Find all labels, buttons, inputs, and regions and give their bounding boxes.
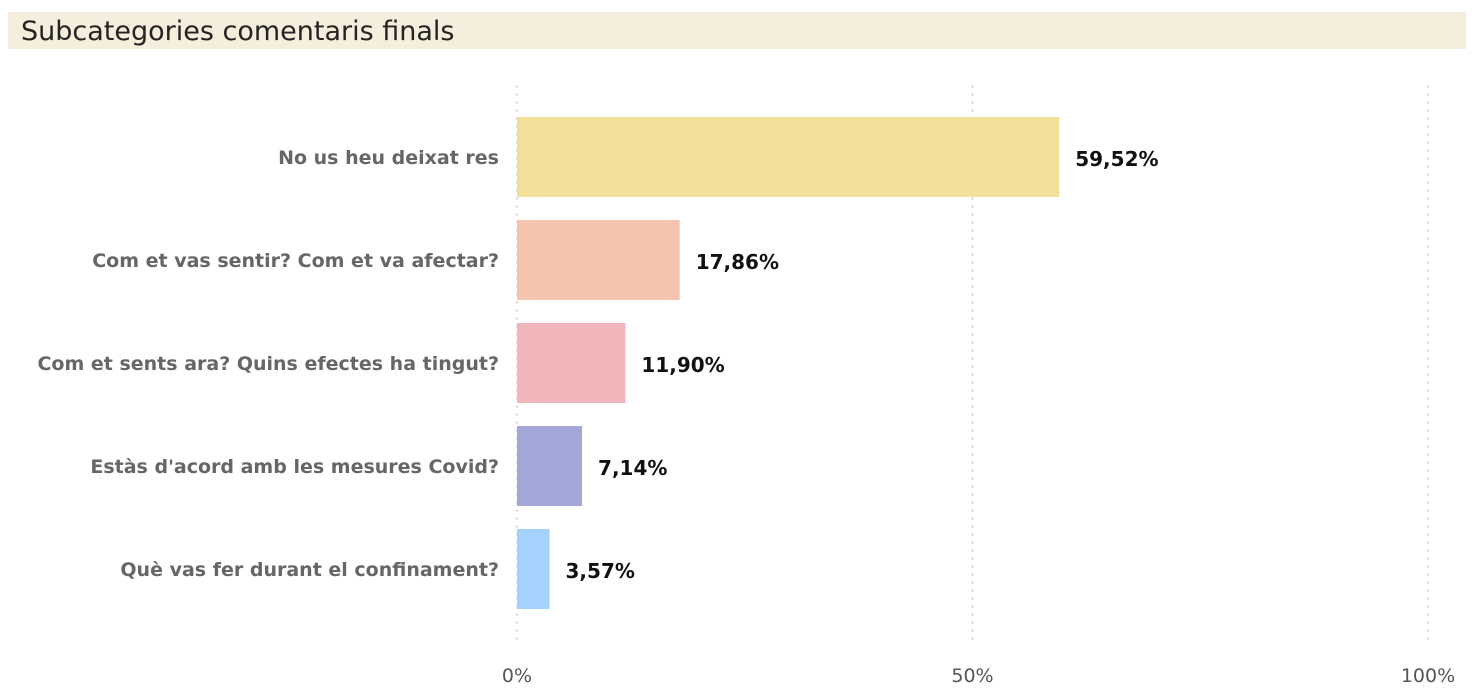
value-label-3: 11,90% bbox=[641, 353, 724, 377]
category-label-4: Estàs d'acord amb les mesures Covid? bbox=[90, 456, 499, 478]
x-tick-label-0: 0% bbox=[502, 665, 532, 687]
category-label-3: Com et sents ara? Quins efectes ha tingu… bbox=[37, 353, 499, 375]
bar-2[interactable] bbox=[517, 220, 680, 300]
x-tick-label-50: 50% bbox=[951, 665, 993, 687]
value-label-5: 3,57% bbox=[566, 559, 635, 583]
x-tick-label-100: 100% bbox=[1401, 665, 1455, 687]
bar-5[interactable] bbox=[517, 529, 550, 609]
value-label-1: 59,52% bbox=[1075, 147, 1158, 171]
bar-3[interactable] bbox=[517, 323, 626, 403]
chart-title-bar: Subcategories comentaris finals bbox=[8, 12, 1466, 49]
category-label-2: Com et vas sentir? Com et va afectar? bbox=[92, 250, 499, 272]
chart-title: Subcategories comentaris finals bbox=[21, 16, 455, 47]
value-label-2: 17,86% bbox=[696, 250, 779, 274]
x-axis-ticks: 0% 50% 100% bbox=[502, 665, 1455, 687]
category-label-5: Què vas fer durant el confinament? bbox=[120, 559, 499, 581]
value-label-4: 7,14% bbox=[598, 456, 667, 480]
labels: No us heu deixat res 59,52% Com et vas sen… bbox=[37, 147, 1158, 583]
bars bbox=[517, 117, 1060, 609]
category-label-1: No us heu deixat res bbox=[278, 147, 499, 169]
bar-4[interactable] bbox=[517, 426, 583, 506]
bar-1[interactable] bbox=[517, 117, 1060, 197]
